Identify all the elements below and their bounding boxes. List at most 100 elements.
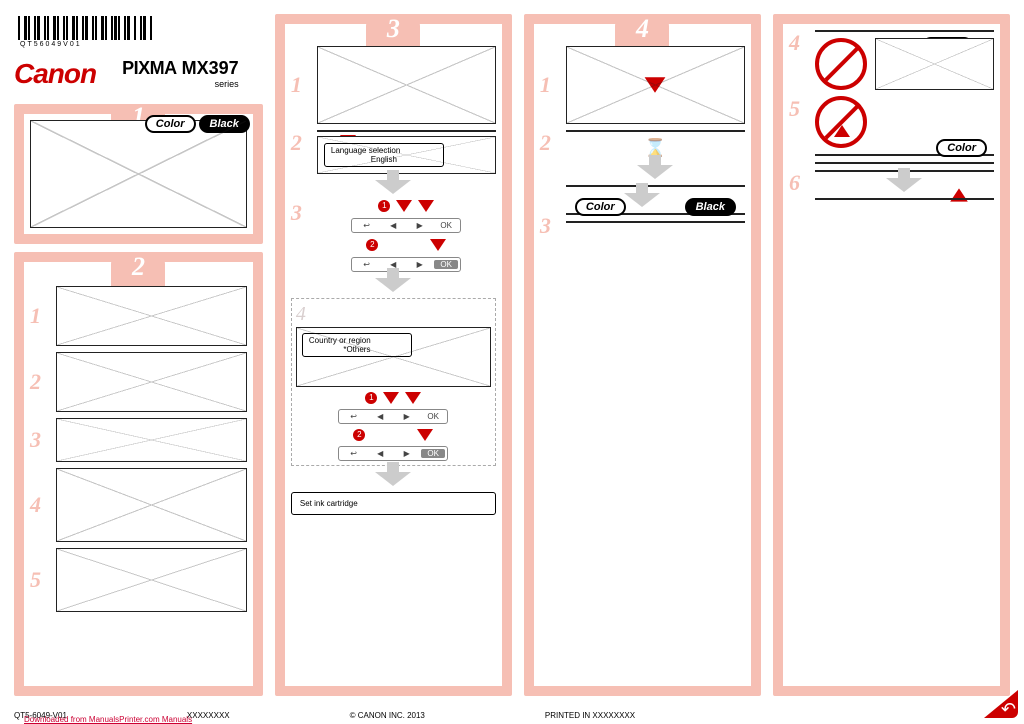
step-number: 4 bbox=[30, 492, 50, 518]
nav-ok: OK bbox=[434, 221, 459, 230]
step-4-5: 5 Color bbox=[789, 96, 994, 164]
step-number: 5 bbox=[30, 567, 50, 593]
lcd-illustration: Country or region *Others bbox=[296, 327, 491, 387]
nav-ok: OK bbox=[434, 260, 459, 269]
illustration: Color bbox=[815, 162, 994, 164]
nav-row-2: 2 bbox=[366, 239, 446, 251]
label-color: Color bbox=[575, 198, 626, 216]
column-3: 4 1 2 ⌛ 3 bbox=[524, 14, 761, 696]
nav-back: ↩ bbox=[341, 412, 366, 421]
illustration bbox=[56, 468, 247, 542]
lcd-text: Set ink cartridge bbox=[300, 499, 487, 508]
column-4: 4 Color 5 bbox=[773, 14, 1010, 696]
arrow-down-icon bbox=[418, 200, 434, 212]
arrow-down-icon bbox=[430, 239, 446, 251]
panel-4b: 4 Color 5 bbox=[773, 14, 1010, 696]
arrow-up-icon bbox=[834, 125, 850, 137]
nav-buttons: ↩ ◀ ▶ OK bbox=[338, 409, 448, 424]
step-number: 1 bbox=[291, 72, 311, 98]
panel-number-2: 2 bbox=[111, 254, 165, 288]
step-number: 3 bbox=[30, 427, 50, 453]
step-number: 5 bbox=[789, 96, 809, 122]
illustration bbox=[566, 46, 745, 124]
barcode-icon bbox=[18, 16, 263, 40]
flow-arrow-icon bbox=[886, 178, 922, 192]
label-color: Color bbox=[145, 115, 196, 133]
label-black: Black bbox=[685, 198, 736, 216]
step-number: 3 bbox=[540, 213, 560, 239]
barcode-text: QT56049V01 bbox=[20, 41, 263, 48]
flow-arrow-icon bbox=[375, 472, 411, 486]
footer-printed: PRINTED IN XXXXXXXX bbox=[545, 711, 635, 720]
model-name: PIXMA MX397 bbox=[122, 58, 239, 79]
step-2-1: 1 bbox=[30, 286, 247, 346]
flow-arrow-icon bbox=[637, 165, 673, 179]
step-2-4: 4 bbox=[30, 468, 247, 542]
slot-labels: Color bbox=[575, 197, 626, 216]
step-number: 2 bbox=[30, 369, 50, 395]
illustration bbox=[317, 46, 496, 124]
nav-ok: OK bbox=[421, 412, 446, 421]
source-link[interactable]: Downloaded from ManualsPrinter.com Manua… bbox=[24, 715, 192, 724]
panel-4a: 4 1 2 ⌛ 3 bbox=[524, 14, 761, 696]
step-3-1: 1 bbox=[291, 46, 496, 124]
product-line: PIXMA bbox=[122, 58, 177, 78]
step-4-1: 1 bbox=[540, 46, 745, 124]
panel-number-3: 3 bbox=[366, 16, 420, 50]
arrow-down-icon bbox=[417, 429, 433, 441]
nav-left: ◀ bbox=[381, 221, 406, 230]
step-3-2-body: Language selection English bbox=[317, 130, 496, 174]
step-4-6-body bbox=[815, 170, 994, 200]
flow-arrow-icon bbox=[375, 278, 411, 292]
cartridge-labels: Color Black bbox=[145, 115, 250, 133]
optional-nav: 1 ↩ ◀ ▶ OK 2 bbox=[296, 392, 491, 461]
lcd-final: Set ink cartridge bbox=[291, 492, 496, 515]
nav-row-2: 2 bbox=[353, 429, 433, 441]
illustration bbox=[56, 352, 247, 412]
panel-3: 3 1 2 Language selection English bbox=[275, 14, 512, 696]
step-3-3: 3 1 ↩ ◀ ▶ OK 2 bbox=[291, 200, 496, 272]
illustration-zoom bbox=[566, 185, 745, 187]
optional-block: 4 Country or region *Others 1 ↩ bbox=[291, 298, 496, 466]
nav-row-1: 1 bbox=[365, 392, 421, 404]
step-4-4-body: Color bbox=[815, 30, 994, 90]
step-3-3-body: 1 ↩ ◀ ▶ OK 2 bbox=[317, 200, 496, 272]
nav-row-1: 1 bbox=[378, 200, 434, 212]
arrow-down-icon bbox=[645, 77, 666, 93]
bullet-2-icon: 2 bbox=[353, 429, 365, 441]
model-number: MX397 bbox=[182, 58, 239, 78]
brand-row: Canon PIXMA MX397 series bbox=[14, 58, 263, 90]
lcd-line1: Language selection bbox=[331, 146, 437, 155]
lcd-line1: Country or region bbox=[309, 336, 405, 345]
lcd-line2: English bbox=[331, 155, 437, 164]
footer-copyright: © CANON INC. 2013 bbox=[350, 711, 425, 720]
header-block: QT56049V01 Canon PIXMA MX397 series bbox=[14, 14, 263, 90]
lcd-screen: Language selection English bbox=[324, 143, 444, 167]
page: QT56049V01 Canon PIXMA MX397 series 1 Co… bbox=[0, 0, 1024, 724]
nav-back: ↩ bbox=[354, 260, 379, 269]
nav-back: ↩ bbox=[341, 449, 366, 458]
step-4-5-body: Color bbox=[815, 96, 994, 164]
step-number: 1 bbox=[30, 303, 50, 329]
nav-right: ▶ bbox=[394, 412, 419, 421]
step-4-3: 3 Color Black bbox=[540, 213, 745, 239]
label-black: Black bbox=[199, 115, 250, 133]
arrow-down-icon bbox=[405, 392, 421, 404]
panel-1: 1 Color Black bbox=[14, 104, 263, 244]
step-4-2-body: ⌛ bbox=[566, 130, 745, 187]
step-3-2: 2 Language selection English bbox=[291, 130, 496, 174]
prohibit-icon bbox=[815, 96, 867, 148]
flow-arrow-icon bbox=[624, 193, 660, 207]
step-number: 2 bbox=[291, 130, 311, 156]
step-4-6: 6 bbox=[789, 170, 994, 200]
bullet-1-icon: 1 bbox=[378, 200, 390, 212]
illustration: Color Black bbox=[30, 120, 247, 228]
flow-arrow-icon bbox=[375, 180, 411, 194]
step-number: 4 bbox=[296, 303, 491, 326]
illustration bbox=[875, 38, 994, 90]
step-2-5: 5 bbox=[30, 548, 247, 612]
illustration bbox=[566, 130, 745, 132]
illustration-slots: Color Black bbox=[566, 221, 745, 223]
nav-ok: OK bbox=[421, 449, 446, 458]
series-label: series bbox=[122, 79, 239, 89]
